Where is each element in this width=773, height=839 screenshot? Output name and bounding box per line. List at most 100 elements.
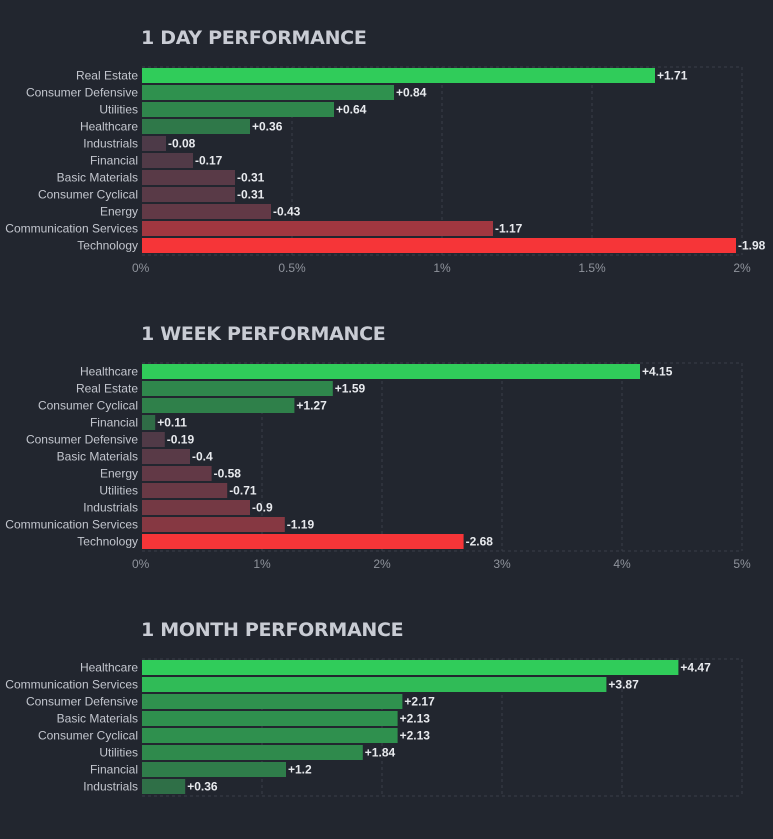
category-label: Industrials <box>83 501 138 515</box>
data-label: +4.47 <box>680 661 711 675</box>
data-label: +0.36 <box>252 120 283 134</box>
category-label: Consumer Cyclical <box>38 399 138 413</box>
data-label: -0.4 <box>192 450 213 464</box>
category-label: Real Estate <box>76 69 138 83</box>
bar <box>142 170 235 185</box>
data-label: +0.36 <box>187 780 218 794</box>
bar <box>142 187 235 202</box>
data-label: +2.13 <box>400 712 431 726</box>
data-label: -0.31 <box>237 171 265 185</box>
data-label: -2.68 <box>466 535 494 549</box>
data-label: +0.84 <box>396 86 427 100</box>
x-tick-label: 4% <box>613 557 631 571</box>
category-label: Consumer Cyclical <box>38 729 138 743</box>
bar <box>142 483 228 498</box>
data-label: +2.17 <box>404 695 435 709</box>
data-label: +1.84 <box>365 746 396 760</box>
bar <box>142 432 165 447</box>
category-label: Communication Services <box>5 222 138 236</box>
data-label: -0.71 <box>229 484 257 498</box>
chart-title: 1 WEEK PERFORMANCE <box>141 323 386 345</box>
x-tick-label: 1% <box>253 557 271 571</box>
category-label: Healthcare <box>80 365 138 379</box>
panel-1-month: 1 MONTH PERFORMANCE Healthcare +4.47 Commu… <box>0 619 773 797</box>
data-label: -0.19 <box>167 433 195 447</box>
data-label: -0.43 <box>273 205 301 219</box>
bar <box>142 694 403 709</box>
category-label: Communication Services <box>5 518 138 532</box>
x-tick-label: 0.5% <box>278 261 306 275</box>
bar <box>142 466 212 481</box>
category-label: Financial <box>90 154 138 168</box>
bar <box>142 660 679 675</box>
bar <box>142 153 193 168</box>
category-label: Financial <box>90 763 138 777</box>
bar <box>142 68 655 83</box>
data-label: +0.11 <box>157 416 187 430</box>
bar-chart-1-week: Healthcare +4.15 Real Estate +1.59 Consumer … <box>5 362 751 571</box>
bar <box>142 449 190 464</box>
bar <box>142 398 295 413</box>
data-label: +3.87 <box>608 678 639 692</box>
category-label: Technology <box>77 535 138 549</box>
category-label: Basic Materials <box>57 712 138 726</box>
category-label: Energy <box>100 467 138 481</box>
bar <box>142 204 271 219</box>
data-label: +4.15 <box>642 365 673 379</box>
bar <box>142 238 736 253</box>
bar <box>142 364 640 379</box>
bar <box>142 119 250 134</box>
category-label: Utilities <box>99 103 138 117</box>
category-label: Healthcare <box>80 661 138 675</box>
bar <box>142 745 363 760</box>
data-label: -0.17 <box>195 154 223 168</box>
data-label: -0.31 <box>237 188 265 202</box>
bar <box>142 762 286 777</box>
bar <box>142 779 186 794</box>
x-tick-label: 3% <box>493 557 511 571</box>
data-label: +1.71 <box>657 69 688 83</box>
bar <box>142 136 166 151</box>
bar <box>142 381 333 396</box>
x-tick-label: 2% <box>373 557 391 571</box>
chart-title: 1 MONTH PERFORMANCE <box>141 619 404 641</box>
category-label: Industrials <box>83 780 138 794</box>
bar <box>142 728 398 743</box>
bar <box>142 221 493 236</box>
category-label: Real Estate <box>76 382 138 396</box>
data-label: +0.64 <box>336 103 367 117</box>
category-label: Financial <box>90 416 138 430</box>
category-label: Consumer Cyclical <box>38 188 138 202</box>
x-tick-label: 5% <box>733 557 751 571</box>
x-tick-label: 0% <box>132 261 150 275</box>
category-label: Basic Materials <box>57 171 138 185</box>
bar <box>142 517 285 532</box>
data-label: -0.9 <box>252 501 273 515</box>
data-label: -1.19 <box>287 518 315 532</box>
bar-chart-1-day: Real Estate +1.71 Consumer Defensive +0.84 U… <box>5 66 766 275</box>
category-label: Consumer Defensive <box>26 433 138 447</box>
chart-title: 1 DAY PERFORMANCE <box>141 27 367 49</box>
category-label: Basic Materials <box>57 450 138 464</box>
x-tick-label: 0% <box>132 557 150 571</box>
bar <box>142 711 398 726</box>
data-label: -0.08 <box>168 137 196 151</box>
category-label: Energy <box>100 205 138 219</box>
bar <box>142 677 607 692</box>
panel-1-week: 1 WEEK PERFORMANCE Healthcare +4.15 Real E… <box>0 323 773 583</box>
category-label: Technology <box>77 239 138 253</box>
data-label: -1.17 <box>495 222 523 236</box>
category-label: Utilities <box>99 484 138 498</box>
data-label: -0.58 <box>214 467 242 481</box>
category-label: Healthcare <box>80 120 138 134</box>
category-label: Consumer Defensive <box>26 86 138 100</box>
bar <box>142 415 156 430</box>
bar <box>142 534 464 549</box>
category-label: Consumer Defensive <box>26 695 138 709</box>
bar-chart-1-month: Healthcare +4.47 Communication Services +3.… <box>5 658 743 797</box>
category-label: Communication Services <box>5 678 138 692</box>
data-label: +2.13 <box>400 729 431 743</box>
x-tick-label: 1% <box>433 261 451 275</box>
bar <box>142 85 394 100</box>
data-label: +1.59 <box>335 382 366 396</box>
